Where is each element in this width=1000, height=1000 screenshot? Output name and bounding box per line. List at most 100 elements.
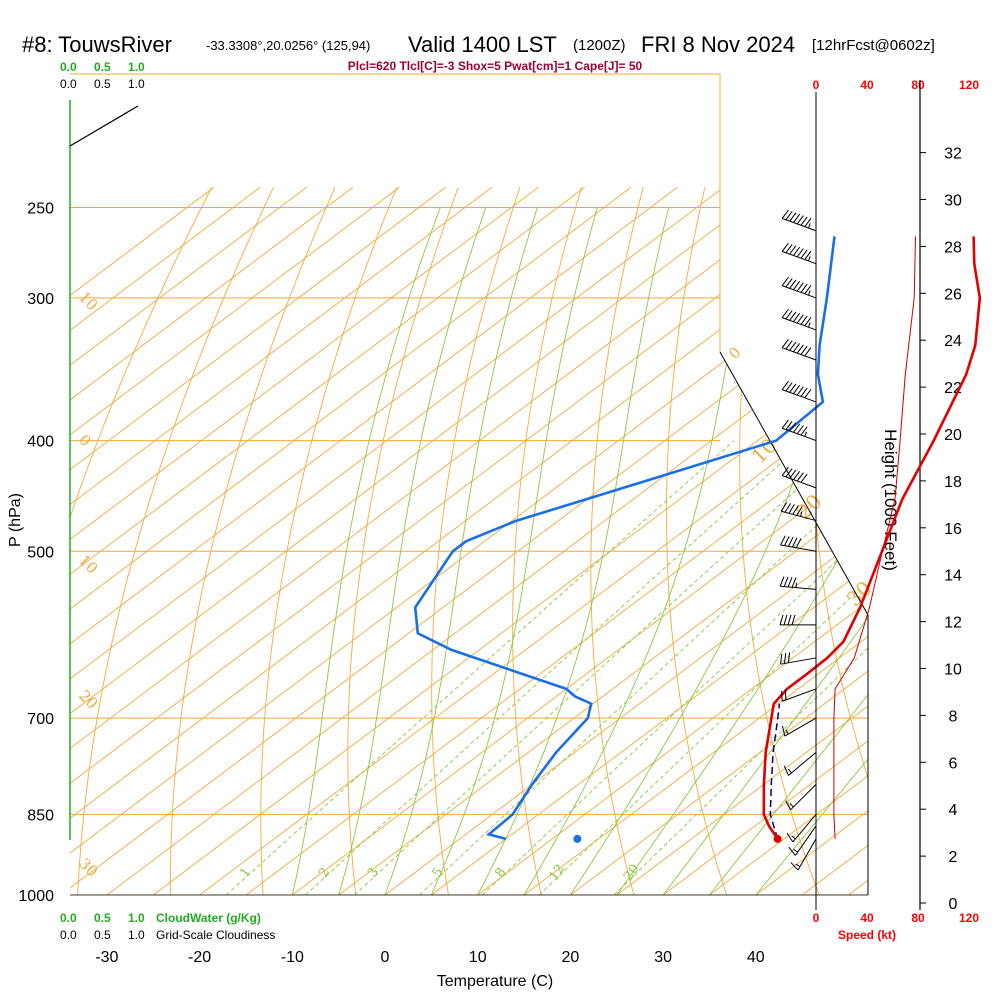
wind-barb-feather <box>800 216 808 226</box>
valid-zulu: (1200Z) <box>573 37 626 54</box>
isotherm <box>398 186 868 895</box>
cloudiness-scale-bottom-2: 1.0 <box>128 928 145 942</box>
wind-barb-feather <box>781 725 786 737</box>
station-title: #8: TouwsRiver <box>22 32 172 57</box>
wind-barb-feather <box>796 282 804 292</box>
moist-adiabat <box>755 207 868 895</box>
wind-barb-staff <box>782 688 817 702</box>
wind-barb <box>783 751 817 776</box>
height-tick-20: 20 <box>944 427 962 444</box>
temp-tick-30: 30 <box>654 949 672 966</box>
mixing-ratio-label: 12 <box>546 862 568 884</box>
wind-barb-feather <box>796 248 804 258</box>
wind-barb-staff <box>780 544 817 552</box>
mixing-ratio-label: 3 <box>365 865 382 880</box>
dry-adiabat <box>260 187 398 895</box>
isotherm <box>70 186 585 895</box>
isotherm <box>70 186 446 895</box>
dry-adiabat <box>512 187 583 895</box>
isotherm <box>259 186 868 895</box>
wind-barb <box>785 783 817 811</box>
isotherm-label: 0 <box>725 343 744 362</box>
dry-adiabat <box>590 187 644 895</box>
wind-barb-feather <box>781 209 789 219</box>
isotherm <box>167 186 868 895</box>
cloudwater-scale-bottom-0: 0.0 <box>60 911 77 925</box>
dry-adiabat <box>169 187 336 895</box>
wind-barb-half-feather <box>804 431 807 437</box>
wind-barb-feather <box>795 538 802 549</box>
wind-barb-feather <box>787 614 792 626</box>
mixing-ratio-line <box>354 440 851 895</box>
cloudwater-scale-top-1: 0.5 <box>94 60 111 74</box>
dry-adiabat <box>70 187 213 895</box>
pressure-tick-500: 500 <box>27 544 54 561</box>
wind-barb-feather <box>779 576 785 587</box>
wind-barb-feather <box>800 473 808 483</box>
wind-barb <box>780 535 817 552</box>
temp-tick-0: 0 <box>381 949 390 966</box>
wind-barb-feather <box>789 341 797 351</box>
height-tick-32: 32 <box>944 146 962 163</box>
wind-barb-feather <box>785 278 793 288</box>
isotherm <box>537 186 868 895</box>
wind-barb-staff <box>782 217 817 232</box>
dry-adiabat <box>739 187 830 895</box>
wind-barb-feather <box>785 211 793 221</box>
wind-barb <box>779 614 816 626</box>
speed-tick-bottom-80: 80 <box>911 911 925 925</box>
wind-panel <box>779 92 916 910</box>
speed-tick-bottom-120: 120 <box>959 911 979 925</box>
speed-tick-top-40: 40 <box>860 78 874 92</box>
mixing-ratio-line <box>225 440 735 895</box>
height-tick-28: 28 <box>944 239 962 256</box>
speed-tick-top-120: 120 <box>959 78 979 92</box>
wind-barb-feather <box>791 537 798 548</box>
wind-barb-feather <box>796 472 804 482</box>
height-tick-2: 2 <box>949 849 958 866</box>
wind-barb-feather <box>804 389 812 399</box>
forecast-tag: [12hrFcst@0602z] <box>812 37 935 54</box>
height-tick-4: 4 <box>949 802 958 819</box>
speed-tick-bottom-0: 0 <box>813 911 820 925</box>
height-tick-6: 6 <box>949 755 958 772</box>
wind-barb-feather <box>791 614 796 626</box>
wind-barb-feather <box>785 800 791 811</box>
dewpoint-line <box>413 236 836 841</box>
cloudiness-trace <box>69 105 139 147</box>
wind-barb-feather <box>780 535 786 546</box>
height-tick-14: 14 <box>944 568 962 585</box>
mixing-ratio-line <box>419 440 868 895</box>
wind-barb-half-feather <box>787 768 792 774</box>
moist-adiabat <box>384 207 538 895</box>
cloudiness-scale-bottom-1: 0.5 <box>94 928 111 942</box>
cloudiness-scale-top-2: 1.0 <box>128 77 145 91</box>
wind-barb-feather <box>800 426 808 436</box>
wind-barb-feather <box>793 385 801 395</box>
wind-barb-staff <box>784 717 817 737</box>
mixing-ratio-label: 20 <box>621 862 643 884</box>
wind-speed-line <box>833 236 916 839</box>
wind-barb-half-feather <box>808 256 811 262</box>
moist-adiabat <box>662 207 868 895</box>
wind-barb-feather <box>785 468 793 478</box>
wind-barb-staff <box>782 250 817 265</box>
wind-barb <box>790 838 817 871</box>
isotherm <box>70 186 307 895</box>
wind-barb-feather <box>783 576 789 587</box>
wind-barb-feather <box>780 502 788 512</box>
wind-barb-staff <box>792 814 817 843</box>
moist-adiabat <box>430 207 598 895</box>
wind-barb-feather <box>790 862 799 871</box>
wind-barb-feather <box>785 340 793 350</box>
wind-barb-half-feather <box>808 223 811 229</box>
wind-barb-feather <box>781 419 789 429</box>
wind-barb <box>781 276 817 299</box>
wind-barb-half-feather <box>791 835 796 840</box>
wind-barb-feather <box>800 283 808 293</box>
wind-barb-feather <box>800 315 808 325</box>
isotherm <box>213 186 868 895</box>
wind-barb-staff <box>782 285 817 299</box>
